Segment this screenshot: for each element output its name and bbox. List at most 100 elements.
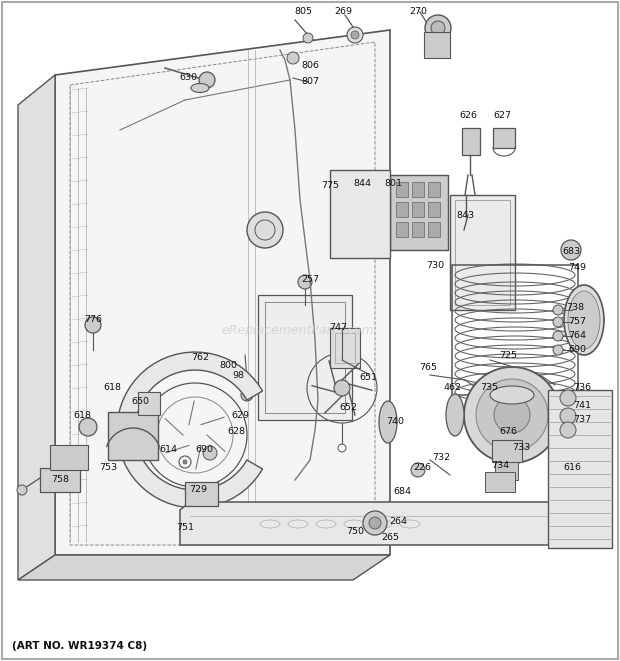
Polygon shape xyxy=(108,412,158,460)
Circle shape xyxy=(351,31,359,39)
Text: 807: 807 xyxy=(301,77,319,87)
Circle shape xyxy=(347,27,363,43)
Polygon shape xyxy=(450,195,515,310)
Circle shape xyxy=(183,460,187,464)
Circle shape xyxy=(203,446,217,460)
Text: 736: 736 xyxy=(573,383,591,393)
Ellipse shape xyxy=(490,386,534,404)
Text: (ART NO. WR19374 C8): (ART NO. WR19374 C8) xyxy=(12,641,147,651)
Text: 741: 741 xyxy=(573,401,591,410)
Text: 676: 676 xyxy=(499,428,517,436)
Circle shape xyxy=(476,379,548,451)
Polygon shape xyxy=(18,555,390,580)
Polygon shape xyxy=(18,75,55,580)
Circle shape xyxy=(560,422,576,438)
Text: 843: 843 xyxy=(456,210,474,219)
Text: 735: 735 xyxy=(480,383,498,393)
Text: 269: 269 xyxy=(334,7,352,17)
Polygon shape xyxy=(330,328,360,368)
Text: 690: 690 xyxy=(568,346,586,354)
Text: 729: 729 xyxy=(189,485,207,494)
Text: 618: 618 xyxy=(103,383,121,393)
Polygon shape xyxy=(117,352,262,508)
Circle shape xyxy=(199,72,215,88)
Polygon shape xyxy=(493,128,515,148)
Polygon shape xyxy=(330,170,390,258)
Text: 762: 762 xyxy=(191,354,209,362)
Text: 627: 627 xyxy=(493,110,511,120)
Text: 775: 775 xyxy=(321,180,339,190)
Circle shape xyxy=(560,408,576,424)
Text: 805: 805 xyxy=(294,7,312,17)
Bar xyxy=(428,182,440,197)
Bar xyxy=(412,202,424,217)
Bar xyxy=(412,182,424,197)
Circle shape xyxy=(411,463,425,477)
Circle shape xyxy=(303,33,313,43)
Polygon shape xyxy=(258,295,352,420)
Circle shape xyxy=(17,485,27,495)
Polygon shape xyxy=(138,392,160,415)
Text: 652: 652 xyxy=(339,403,357,412)
Text: 626: 626 xyxy=(459,110,477,120)
Polygon shape xyxy=(424,32,450,58)
Ellipse shape xyxy=(446,394,464,436)
Text: 618: 618 xyxy=(73,410,91,420)
Circle shape xyxy=(287,52,299,64)
Bar xyxy=(396,182,408,197)
Circle shape xyxy=(241,389,253,401)
Bar xyxy=(412,222,424,237)
Text: 747: 747 xyxy=(329,323,347,332)
Text: 734: 734 xyxy=(491,461,509,469)
Text: 749: 749 xyxy=(568,264,586,272)
Text: 629: 629 xyxy=(231,410,249,420)
Text: 758: 758 xyxy=(51,475,69,485)
Polygon shape xyxy=(50,445,88,470)
Circle shape xyxy=(560,390,576,406)
Polygon shape xyxy=(55,30,390,555)
Ellipse shape xyxy=(191,83,209,93)
Text: 226: 226 xyxy=(413,463,431,473)
Text: 462: 462 xyxy=(443,383,461,393)
Text: 753: 753 xyxy=(99,463,117,473)
Text: 776: 776 xyxy=(84,315,102,325)
Circle shape xyxy=(247,212,283,248)
Text: 264: 264 xyxy=(389,518,407,527)
Circle shape xyxy=(494,397,530,433)
Bar xyxy=(428,202,440,217)
Polygon shape xyxy=(462,128,480,155)
Text: 751: 751 xyxy=(176,524,194,533)
Circle shape xyxy=(298,275,312,289)
Circle shape xyxy=(553,305,563,315)
Text: 98: 98 xyxy=(232,371,244,379)
Text: 801: 801 xyxy=(384,178,402,188)
Circle shape xyxy=(85,317,101,333)
Text: 684: 684 xyxy=(393,488,411,496)
Text: 630: 630 xyxy=(179,73,197,83)
Text: 730: 730 xyxy=(426,260,444,270)
Text: 683: 683 xyxy=(562,247,580,256)
Polygon shape xyxy=(548,390,612,548)
Text: 257: 257 xyxy=(301,276,319,284)
Text: 614: 614 xyxy=(159,446,177,455)
Polygon shape xyxy=(492,440,522,462)
Text: 750: 750 xyxy=(346,527,364,537)
Text: 690: 690 xyxy=(195,446,213,455)
Circle shape xyxy=(561,240,581,260)
Polygon shape xyxy=(485,472,515,492)
Text: 765: 765 xyxy=(419,364,437,373)
Polygon shape xyxy=(40,468,80,492)
Text: 270: 270 xyxy=(409,7,427,17)
Bar xyxy=(396,222,408,237)
Text: 738: 738 xyxy=(566,303,584,313)
Polygon shape xyxy=(390,175,448,250)
Circle shape xyxy=(334,380,350,396)
Circle shape xyxy=(363,511,387,535)
Text: 650: 650 xyxy=(131,397,149,407)
Bar xyxy=(396,202,408,217)
Text: 651: 651 xyxy=(359,373,377,383)
Bar xyxy=(428,222,440,237)
Text: eReplacementParts.com: eReplacementParts.com xyxy=(221,324,374,337)
Circle shape xyxy=(553,317,563,327)
Text: 265: 265 xyxy=(381,533,399,543)
